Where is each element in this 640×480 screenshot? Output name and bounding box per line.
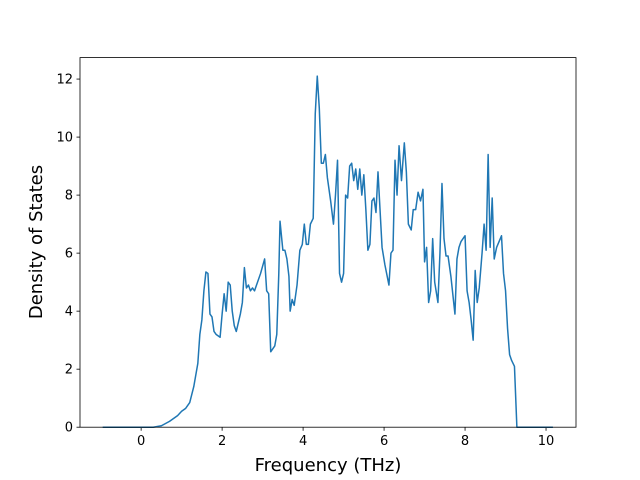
y-tick-label: 10 [56, 131, 73, 146]
y-tick-label: 0 [65, 421, 73, 436]
x-tick-label: 2 [218, 434, 226, 449]
x-tick-label: 10 [538, 434, 555, 449]
y-tick-label: 6 [65, 247, 73, 262]
x-tick-label: 4 [299, 434, 307, 449]
x-axis-label: Frequency (THz) [255, 455, 402, 476]
x-tick-label: 8 [461, 434, 469, 449]
y-tick-label: 12 [56, 73, 73, 88]
y-tick-label: 8 [65, 189, 73, 204]
axes-frame [79, 57, 577, 428]
x-tick-label: 0 [137, 434, 145, 449]
y-axis-label: Density of States [26, 165, 47, 319]
y-tick-label: 4 [65, 305, 73, 320]
y-tick-label: 2 [65, 363, 73, 378]
line [102, 75, 553, 428]
x-tick-label: 6 [380, 434, 388, 449]
